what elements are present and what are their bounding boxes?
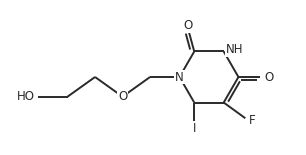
Text: HO: HO (17, 90, 35, 103)
Text: NH: NH (226, 43, 243, 56)
Text: O: O (264, 71, 273, 84)
Text: N: N (175, 71, 184, 84)
Text: I: I (192, 122, 196, 135)
Text: O: O (184, 20, 193, 32)
Text: O: O (118, 90, 127, 103)
Text: F: F (249, 114, 256, 127)
